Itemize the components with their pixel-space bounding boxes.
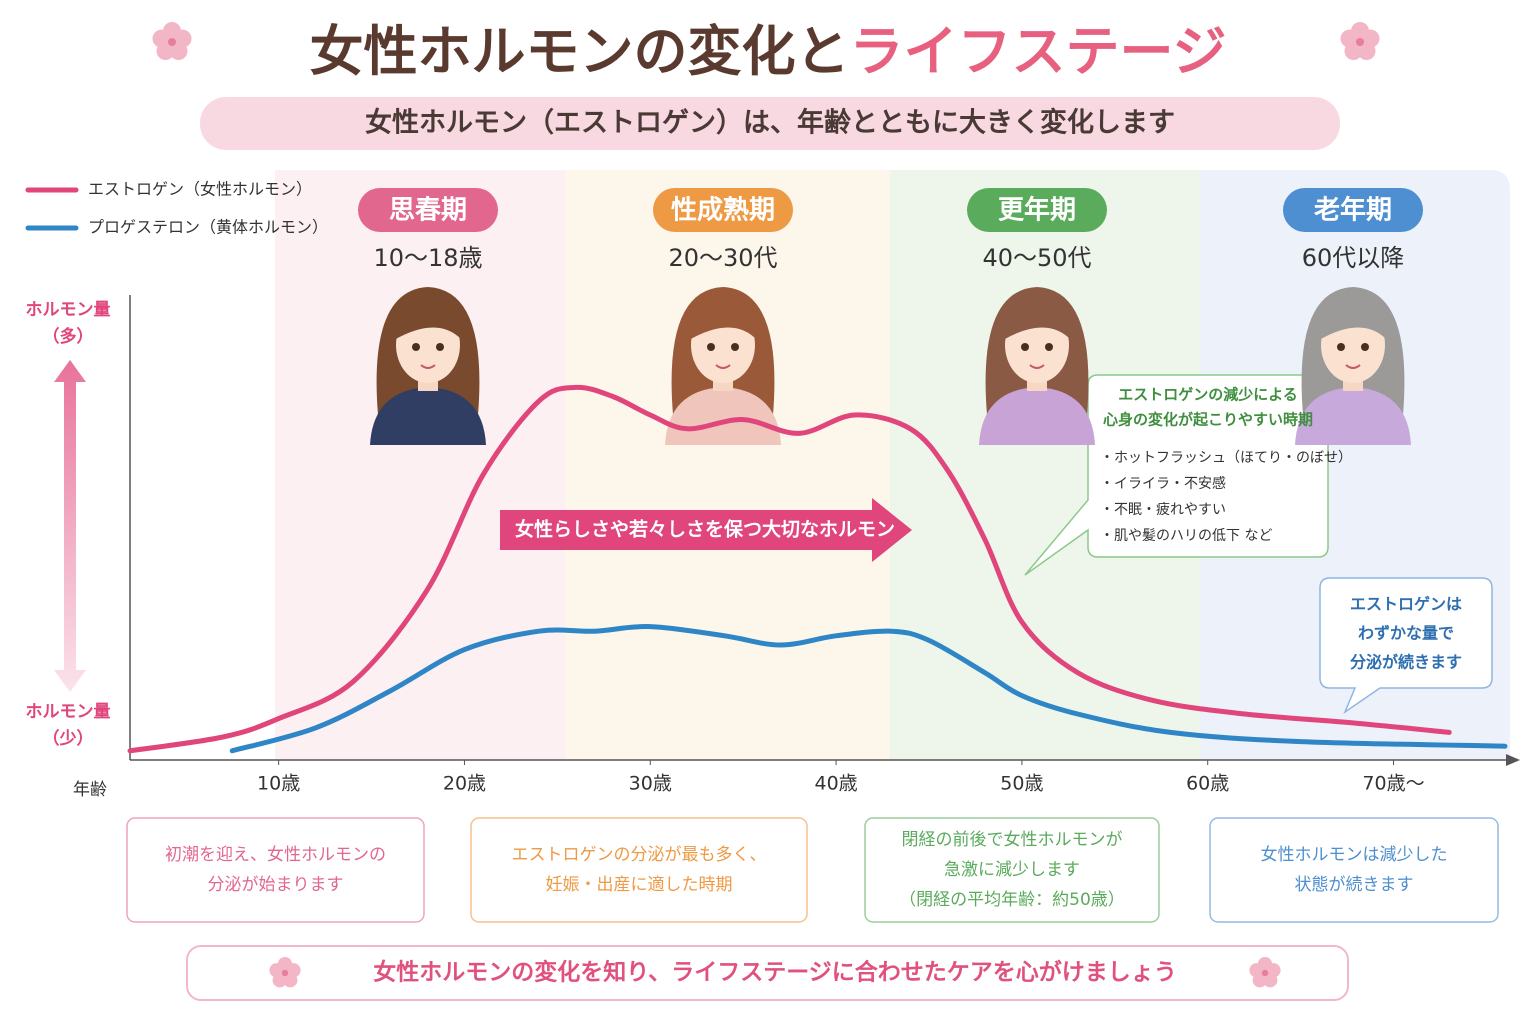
- series-line: [127, 384, 1452, 754]
- eye: [436, 343, 444, 351]
- bangs: [394, 302, 462, 340]
- x-tick-label: 70歳～: [1362, 773, 1424, 795]
- eye: [1337, 343, 1345, 351]
- callout-item: ・ホットフラッシュ（ほてり・のぼせ）: [1100, 450, 1352, 466]
- callout-item: ・イライラ・不安感: [1100, 475, 1226, 492]
- footer-text: 女性ホルモンの変化を知り、ライフステージに合わせたケアを心がけましょう: [373, 959, 1177, 986]
- eye: [1021, 343, 1029, 351]
- stage-note-box: [1209, 817, 1499, 923]
- x-tick-label: 30歳: [629, 773, 672, 795]
- stage-pill: [1283, 188, 1423, 232]
- x-tick-label: 20歳: [443, 773, 486, 795]
- eye: [412, 343, 420, 351]
- body: [1295, 387, 1411, 445]
- band: [565, 170, 890, 760]
- stage-pill: [653, 188, 793, 232]
- eye: [1361, 343, 1369, 351]
- stage-name: 老年期: [1314, 195, 1392, 226]
- late-note: 分泌が続きます: [1350, 653, 1462, 672]
- x-tick-label: 10歳: [257, 773, 300, 795]
- x-tick-label: 50歳: [1000, 773, 1043, 795]
- mouth: [1029, 364, 1045, 369]
- title-accent: ライフステージ: [850, 20, 1227, 83]
- legend-label: プロゲステロン（黄体ホルモン）: [88, 218, 328, 237]
- stage-ages: 60代以降: [1302, 244, 1405, 272]
- late-note: わずかな量で: [1358, 624, 1454, 643]
- stage-ages: 10～18歳: [373, 244, 482, 272]
- callout-item: ・肌や髪のハリの低下 など: [1100, 528, 1272, 544]
- stage-note-box: [126, 817, 425, 923]
- x-tick-label: 40歳: [814, 773, 857, 795]
- bangs: [1319, 302, 1387, 340]
- body: [979, 387, 1095, 445]
- footer-box: [186, 945, 1349, 1001]
- eye: [731, 343, 739, 351]
- stage-ages: 40～50代: [982, 244, 1091, 272]
- stage-note-line: エストロゲンの分泌が最も多く、: [512, 845, 767, 865]
- stage-note-line: 女性ホルモンは減少した: [1261, 845, 1448, 865]
- subtitle-pill: [200, 97, 1340, 150]
- y-arrow: [54, 360, 86, 692]
- stage-pill: [358, 188, 498, 232]
- portrait: [370, 287, 486, 445]
- stage-note-line: 初潮を迎え、女性ホルモンの: [165, 845, 386, 865]
- title-main: 女性ホルモンの変化と: [310, 20, 850, 83]
- y-axis-label: （多）: [43, 326, 94, 347]
- portrait: [979, 287, 1095, 445]
- series-line: [229, 624, 1508, 754]
- stage-note-line: 状態が続きます: [1295, 875, 1414, 895]
- stage-note-box: [470, 817, 808, 923]
- body: [370, 387, 486, 445]
- bangs: [689, 302, 757, 340]
- legend-label: エストロゲン（女性ホルモン）: [88, 180, 312, 199]
- x-tick-label: 60歳: [1186, 773, 1229, 795]
- title: 女性ホルモンの変化とライフステージ: [310, 20, 1227, 83]
- callout-title: 心身の変化が起こりやすい時期: [1103, 411, 1313, 429]
- late-note-box: [1319, 577, 1493, 715]
- stage-name: 思春期: [389, 196, 467, 226]
- arrow-text: 女性らしさや若々しさを保つ大切なホルモン: [515, 518, 895, 541]
- portrait: [1295, 287, 1411, 445]
- callout-title: エストロゲンの減少による: [1118, 386, 1298, 404]
- y-axis-label: （少）: [43, 728, 94, 749]
- subtitle: 女性ホルモン（エストロゲン）は、年齢とともに大きく変化します: [365, 107, 1175, 139]
- callout-item: ・不眠・疲れやすい: [1100, 501, 1226, 518]
- y-axis-label: ホルモン量: [26, 701, 111, 722]
- stage-name: 性成熟期: [671, 195, 775, 226]
- stage-note-line: 分泌が始まります: [208, 875, 344, 895]
- stage-pill: [967, 188, 1107, 232]
- stage-note-line: 急激に減少します: [944, 860, 1080, 880]
- mouth: [420, 364, 436, 369]
- stage-note-line: 閉経の前後で女性ホルモンが: [902, 830, 1123, 850]
- mouth: [1345, 364, 1361, 369]
- stage-note-line: （閉経の平均年齢：約50歳）: [899, 890, 1125, 910]
- x-axis-arrow: [1506, 754, 1520, 766]
- stage-note-box: [864, 817, 1160, 923]
- arrow-banner: [500, 498, 912, 562]
- eye: [707, 343, 715, 351]
- late-note: エストロゲンは: [1350, 595, 1462, 614]
- eye: [1045, 343, 1053, 351]
- stage-name: 更年期: [998, 195, 1076, 226]
- x-axis-label: 年齢: [73, 780, 107, 800]
- mouth: [715, 364, 731, 369]
- stage-ages: 20～30代: [668, 244, 777, 272]
- stage-note-line: 妊娠・出産に適した時期: [546, 875, 733, 895]
- y-axis-label: ホルモン量: [26, 299, 111, 320]
- band: [275, 170, 565, 760]
- bangs: [1003, 302, 1071, 340]
